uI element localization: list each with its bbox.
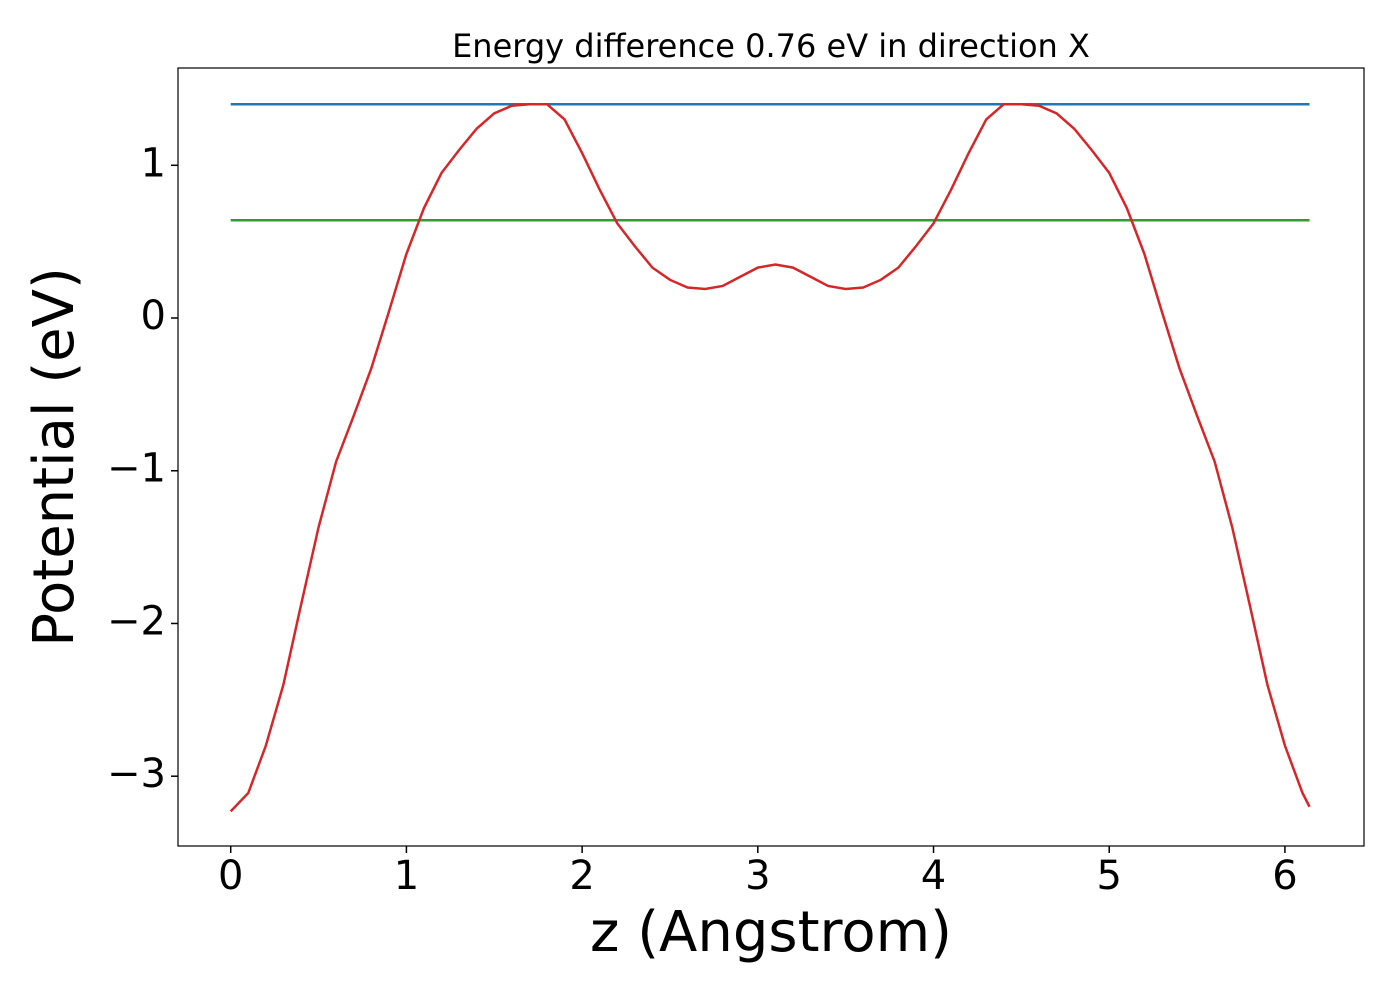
y-tick-label: −2: [107, 598, 166, 644]
x-axis-label: z (Angstrom): [590, 900, 952, 965]
y-tick-label: 0: [141, 293, 166, 339]
x-tick-label: 0: [218, 853, 243, 899]
x-tick-label: 3: [745, 853, 770, 899]
y-tick-label: −1: [107, 446, 166, 492]
x-tick-label: 2: [569, 853, 594, 899]
chart-title: Energy difference 0.76 eV in direction X: [452, 27, 1090, 65]
x-tick-label: 1: [394, 853, 419, 899]
line-series: [229, 102, 1311, 813]
x-tick-label: 4: [921, 853, 946, 899]
plot-frame: [177, 67, 1365, 847]
y-tick-label: 1: [141, 140, 166, 186]
x-tick-label: 5: [1097, 853, 1122, 899]
x-tick-label: 6: [1272, 853, 1297, 899]
y-axis-label: Potential (eV): [22, 267, 87, 647]
y-tick-label: −3: [107, 751, 166, 797]
